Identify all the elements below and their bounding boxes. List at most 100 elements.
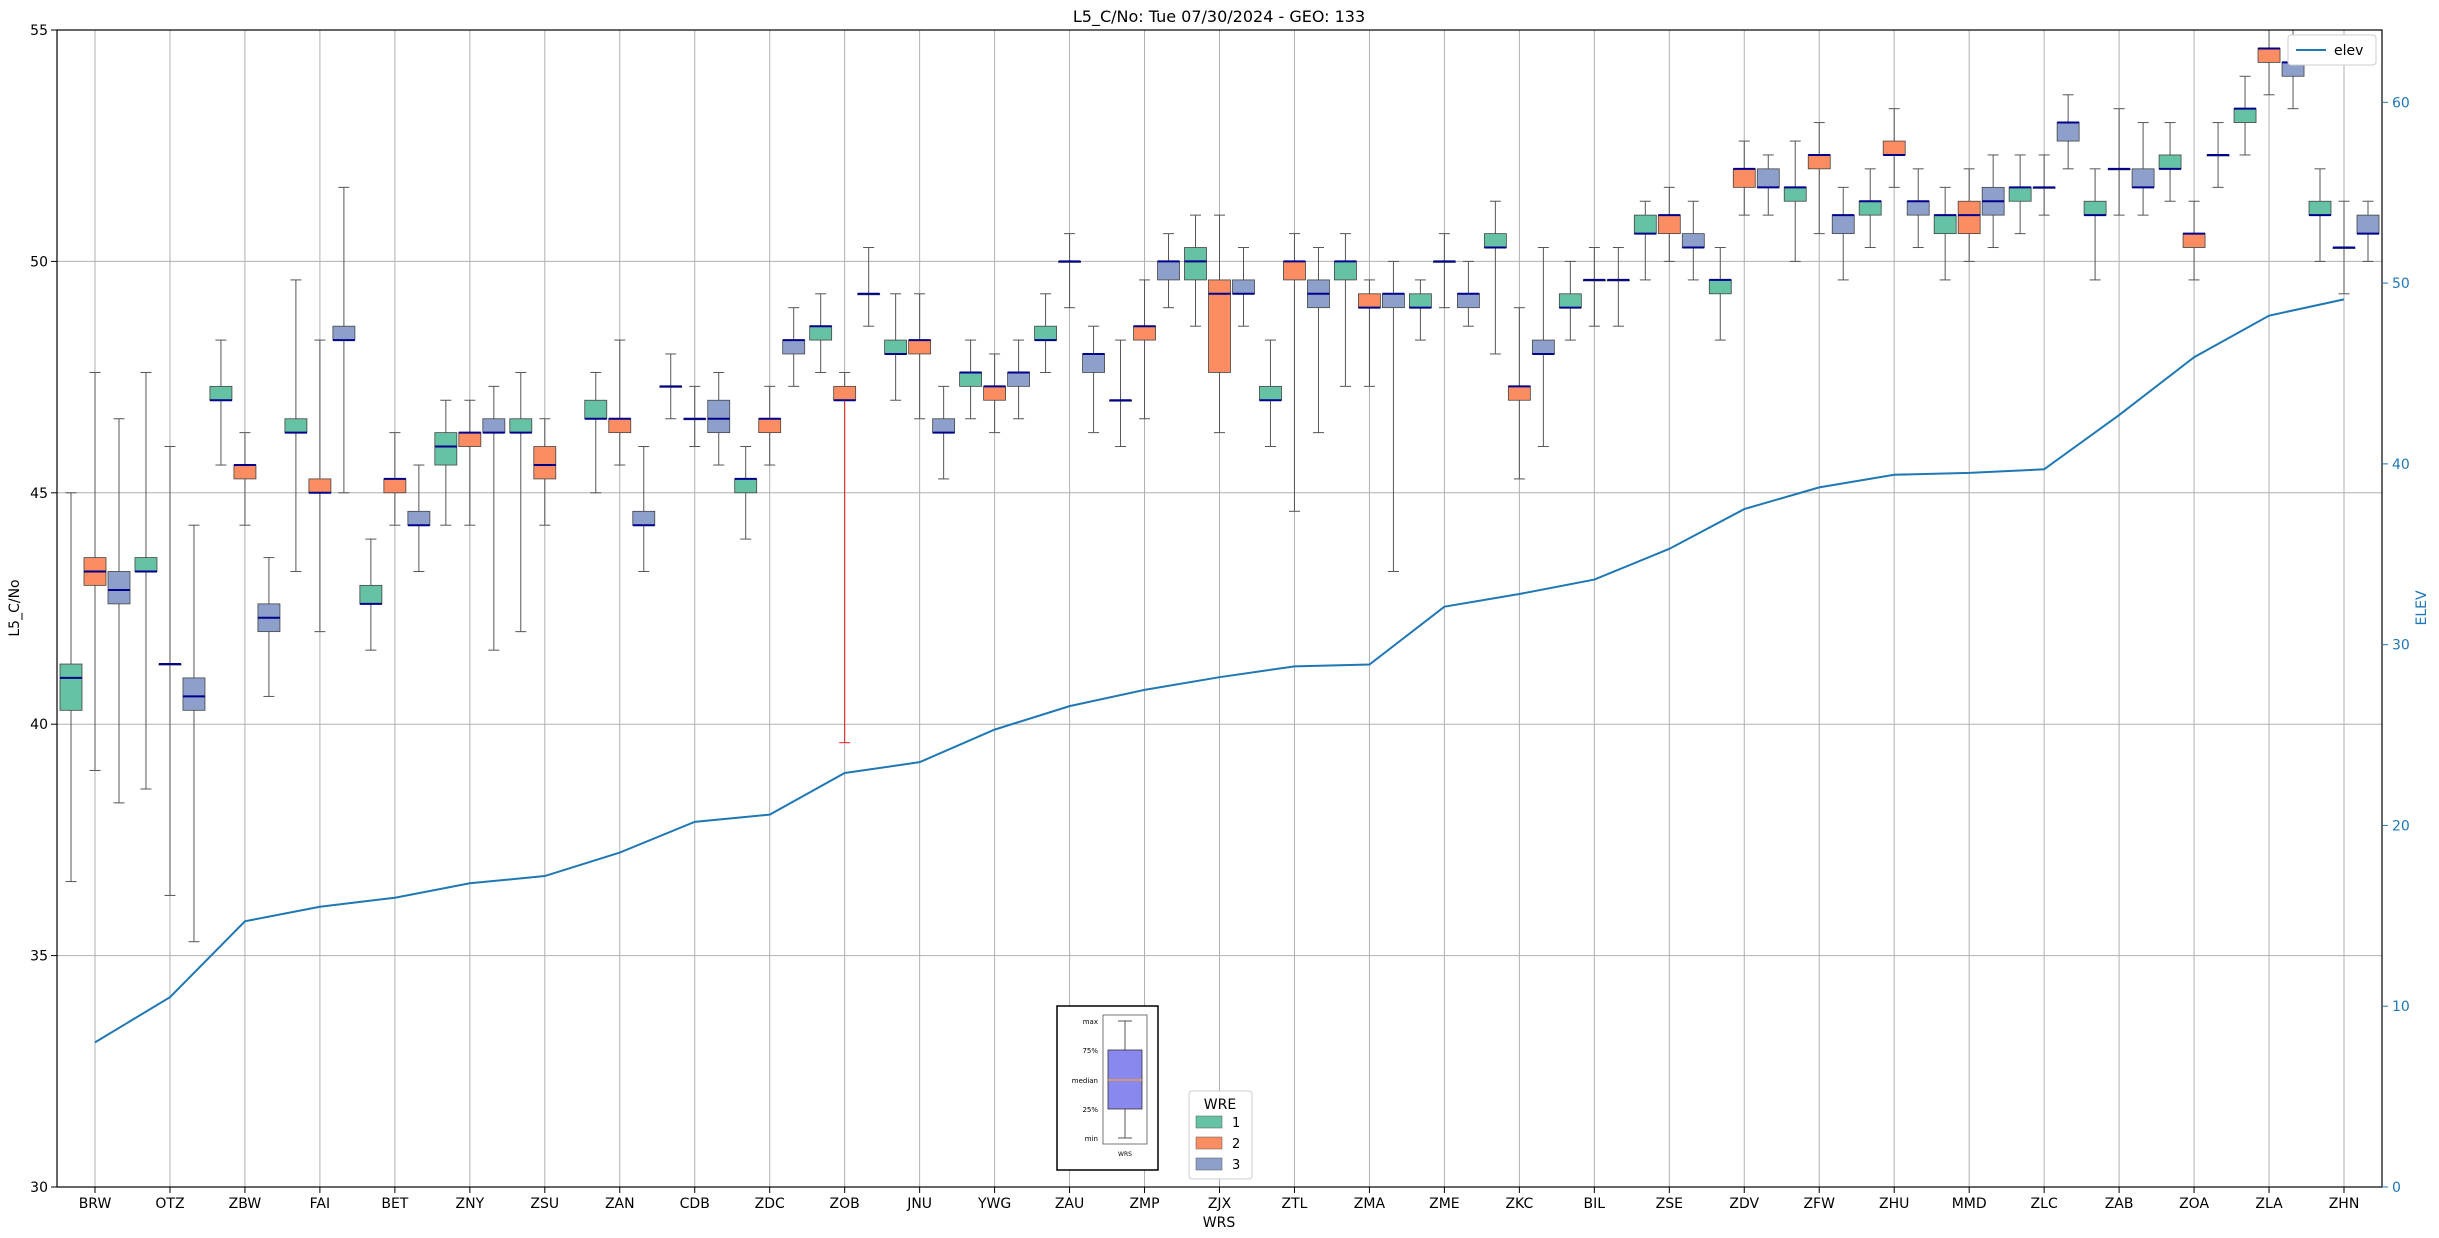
x-axis-label: WRS [1203,1215,1236,1231]
box-brw-wre1 [59,492,83,883]
box-bil-wre1 [1558,260,1582,341]
box-zmp-wre1 [1109,339,1132,448]
box-iqr [1483,233,1507,248]
box-iqr [383,478,407,494]
box-mmd-wre1 [1933,186,1957,281]
x-tick-label-zjx: ZJX [1208,1196,1232,1212]
box-iqr [584,399,608,420]
x-tick-label-zoa: ZOA [2179,1196,2209,1212]
box-iqr [509,418,533,434]
box-iqr [1657,214,1681,235]
box-zse-wre2 [1657,186,1681,262]
box-zau-wre3 [1082,325,1105,434]
box-iqr [1208,279,1231,373]
box-zbw-wre1 [209,339,233,466]
box-iqr [2056,122,2080,142]
box-iqr [2233,108,2257,123]
chart-title: L5_C/No: Tue 07/30/2024 - GEO: 133 [1073,7,1365,27]
box-zkc-wre3 [1531,247,1555,448]
box-iqr [2182,233,2206,248]
box-zsu-wre1 [509,371,533,633]
wre-legend-label-2: 2 [1232,1137,1240,1152]
key-label-q1: 25% [1082,1106,1098,1114]
box-iqr [284,418,308,434]
elev-legend-label: elev [2334,43,2363,59]
elev-legend: elev [2287,34,2377,66]
key-label-max: max [1083,1018,1098,1026]
x-tick-label-zab: ZAB [2105,1196,2134,1212]
wre-legend-swatch-2 [1195,1136,1223,1150]
box-zob-wre1 [809,293,833,373]
box-iqr [758,418,782,434]
box-iqr [1906,200,1930,216]
box-zlc-wre3 [2056,94,2080,170]
box-zan-wre3 [632,446,656,572]
box-mmd-wre2 [1957,168,1981,262]
x-tick-label-zla: ZLA [2255,1196,2283,1212]
box-iqr [1531,339,1555,355]
box-zlc-wre2 [2032,154,2056,216]
box-iqr [209,385,233,401]
box-zdv-wre2 [1732,140,1756,216]
wre-legend: WRE 1 2 3 [1188,1090,1253,1180]
x-tick-label-zma: ZMA [1354,1196,1386,1212]
box-zny-wre1 [434,399,458,526]
box-iqr [1283,260,1306,281]
x-tick-label-ywg: YWG [977,1196,1011,1212]
box-zdc-wre2 [758,385,782,466]
box-iqr [1007,372,1030,387]
box-iqr [533,446,557,480]
x-tick-label-zlc: ZLC [2031,1196,2058,1212]
x-tick-label-bet: BET [381,1196,408,1212]
box-zan-wre1 [584,371,608,494]
x-tick-label-zbw: ZBW [229,1196,262,1212]
x-tick-label-zob: ZOB [830,1196,860,1212]
box-iqr [1756,168,1780,188]
box-iqr [908,339,932,355]
wre-legend-swatch-1 [1195,1115,1223,1129]
box-fai-wre3 [332,186,356,494]
box-iqr [1957,200,1981,235]
box-iqr [707,399,731,434]
y-axis-label: L5_C/No [7,579,23,636]
box-iqr [2083,200,2107,216]
box-fai-wre2 [308,339,332,633]
box-otz-wre1 [134,371,158,790]
box-iqr [2131,168,2155,188]
box-zma-wre1 [1334,233,1357,387]
grid [57,29,2382,1188]
y-tick-label: 30 [30,1180,48,1196]
box-zdv-wre1 [1708,247,1732,341]
box-zse-wre3 [1681,200,1705,281]
box-zny-wre3 [482,385,506,651]
box-iqr [1133,325,1156,341]
axes: 30 35 40 45 50 55 0 10 20 30 40 50 60 BRW OTZ ZBW FAI BET… [30,23,2410,1212]
box-zab-wre2 [2107,108,2131,216]
box-iqr [1259,385,1282,401]
box-iqr [107,571,131,605]
y2-tick-label: 30 [2392,638,2410,654]
x-tick-label-cdb: CDB [680,1196,710,1212]
x-tick-label-jnu: JNU [906,1196,932,1212]
box-iqr [1558,293,1582,309]
box-ywg-wre1 [959,339,982,420]
box-iqr [1382,293,1405,309]
box-iqr [1507,385,1531,401]
box-iqr [734,478,758,494]
y2-tick-label: 60 [2392,95,2410,111]
box-jnu-wre1 [884,293,908,401]
key-box-diagram: max 75% median 25% min WRS [1056,1005,1159,1171]
box-iqr [359,584,383,605]
box-zma-wre3 [1382,260,1405,572]
x-tick-label-zfw: ZFW [1803,1196,1835,1212]
x-tick-label-brw: BRW [79,1196,112,1212]
y2-tick-label: 50 [2392,276,2410,292]
box-bil-wre2 [1582,247,1606,327]
box-zmp-wre2 [1133,279,1156,420]
box-zla-wre2 [2257,29,2281,96]
key-box-inner-frame [1102,1014,1148,1145]
box-zkc-wre1 [1483,200,1507,355]
key-footer: WRS [1118,1151,1132,1158]
box-zau-wre2 [1058,233,1081,309]
